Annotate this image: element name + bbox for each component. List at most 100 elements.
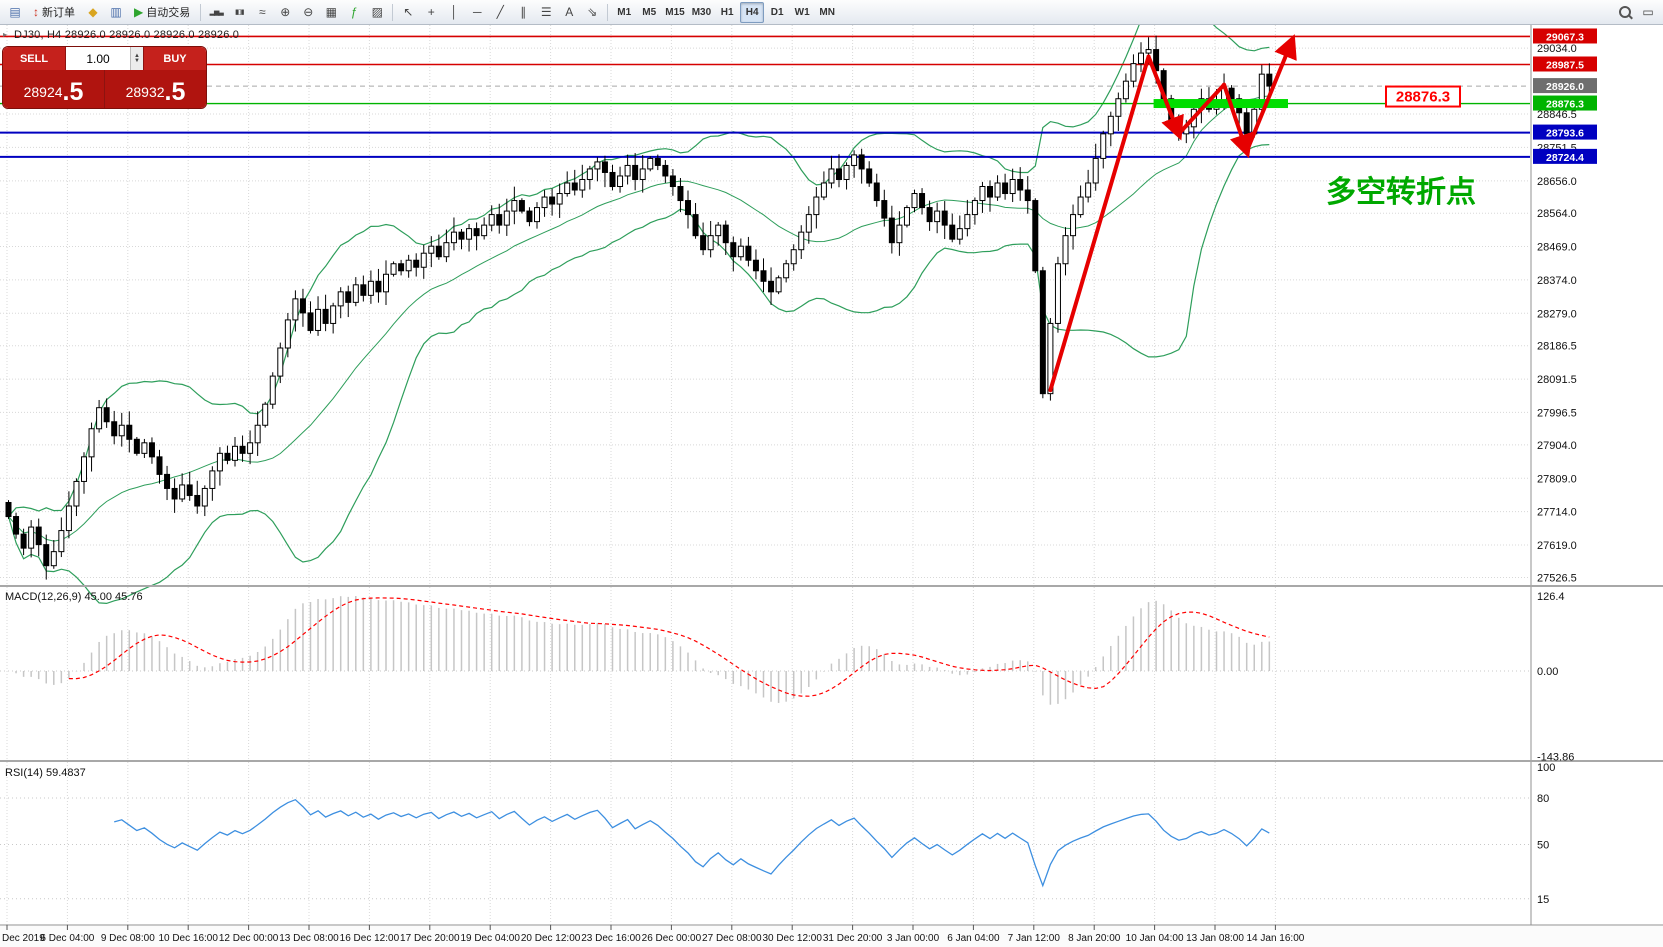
crosshair-icon: + xyxy=(427,5,435,19)
timeframe-mn-button[interactable]: MN xyxy=(815,2,839,23)
svg-text:12 Dec 00:00: 12 Dec 00:00 xyxy=(219,933,279,944)
zoom-in-icon: ⊕ xyxy=(280,5,291,19)
new-order-button[interactable]: ↕ 新订单 xyxy=(27,2,81,23)
timeframe-w1-button[interactable]: W1 xyxy=(790,2,814,23)
macd-signal-line xyxy=(68,597,1270,697)
sell-button[interactable]: SELL xyxy=(3,47,65,70)
svg-text:Dec 2019: Dec 2019 xyxy=(2,933,45,944)
svg-text:80: 80 xyxy=(1537,793,1549,805)
support-zone-rect[interactable] xyxy=(1153,99,1288,109)
market-watch-button[interactable]: ▥ xyxy=(105,2,127,23)
zoom-in-button[interactable]: ⊕ xyxy=(274,2,296,23)
trend-arrows[interactable] xyxy=(1048,34,1297,393)
templates-button[interactable]: ▨ xyxy=(366,2,388,23)
svg-text:27904.0: 27904.0 xyxy=(1537,440,1577,452)
grid xyxy=(0,25,1530,925)
svg-text:10 Jan 04:00: 10 Jan 04:00 xyxy=(1126,933,1184,944)
svg-text:28846.5: 28846.5 xyxy=(1537,109,1577,121)
tile-windows-button[interactable]: ▦ xyxy=(320,2,342,23)
bar-chart-icon: ▂▅▃ xyxy=(209,8,224,16)
line-chart-button[interactable]: ≈ xyxy=(251,2,273,23)
rsi-line xyxy=(114,798,1270,888)
svg-text:50: 50 xyxy=(1537,840,1549,852)
one-click-trading-panel: SELL ▲ ▼ BUY 28924.5 28932.5 xyxy=(2,46,207,109)
text-button[interactable]: A xyxy=(558,2,580,23)
zoom-out-icon: ⊖ xyxy=(303,5,314,19)
chart-window-button[interactable]: ▤ xyxy=(4,2,26,23)
cursor-icon: ↖ xyxy=(403,5,414,19)
autotrading-label: 自动交易 xyxy=(146,7,191,19)
svg-text:28926.0: 28926.0 xyxy=(1546,81,1584,93)
timeframe-m1-button[interactable]: M1 xyxy=(612,2,636,23)
timeframe-m15-button[interactable]: M15 xyxy=(662,2,687,23)
svg-text:6 Jan 04:00: 6 Jan 04:00 xyxy=(947,933,1000,944)
panel-separator[interactable] xyxy=(0,585,1663,587)
rsi-panel: RSI(14) 59.4837 100 80 50 15 xyxy=(0,762,1555,906)
data-window-button[interactable]: ▭ xyxy=(1637,2,1659,23)
svg-text:29067.3: 29067.3 xyxy=(1546,31,1584,43)
candlestick-chart-button[interactable]: ▮▯▮ xyxy=(228,2,250,23)
sell-price-big: .5 xyxy=(62,77,84,106)
timeframe-m5-button[interactable]: M5 xyxy=(637,2,661,23)
timeframe-m30-button[interactable]: M30 xyxy=(689,2,714,23)
indicators-icon: ƒ xyxy=(350,5,358,19)
crosshair-button[interactable]: + xyxy=(420,2,442,23)
svg-text:31 Dec 20:00: 31 Dec 20:00 xyxy=(823,933,883,944)
timeframe-h1-button[interactable]: H1 xyxy=(715,2,739,23)
text-icon: A xyxy=(565,5,574,19)
panel-separator[interactable] xyxy=(0,760,1663,762)
svg-text:10 Dec 16:00: 10 Dec 16:00 xyxy=(158,933,218,944)
svg-text:0.00: 0.00 xyxy=(1537,666,1558,678)
vertical-line-button[interactable]: │ xyxy=(443,2,465,23)
svg-text:27526.5: 27526.5 xyxy=(1537,572,1577,584)
svg-text:15: 15 xyxy=(1537,894,1549,906)
timeframe-d1-button[interactable]: D1 xyxy=(765,2,789,23)
annotation-text: 多空转折点 xyxy=(1326,176,1476,209)
volume-down-icon[interactable]: ▼ xyxy=(134,57,140,64)
cursor-button[interactable]: ↖ xyxy=(397,2,419,23)
arrow-tools-button[interactable]: ⇘ xyxy=(581,2,603,23)
buy-button[interactable]: BUY xyxy=(144,47,206,70)
buy-price[interactable]: 28932.5 xyxy=(104,70,206,108)
sell-price[interactable]: 28924.5 xyxy=(3,70,104,108)
market-watch-icon: ▥ xyxy=(110,5,122,19)
bar-chart-button[interactable]: ▂▅▃ xyxy=(205,2,227,23)
sell-price-main: 28924 xyxy=(23,84,63,100)
horizontal-line-button[interactable]: ─ xyxy=(466,2,488,23)
zoom-out-button[interactable]: ⊖ xyxy=(297,2,319,23)
svg-text:27809.0: 27809.0 xyxy=(1537,473,1577,485)
svg-text:23 Dec 16:00: 23 Dec 16:00 xyxy=(581,933,641,944)
price-axis[interactable]: 29034.028846.528751.528656.028564.028469… xyxy=(1533,28,1597,584)
toolbar-separator xyxy=(392,3,394,21)
volume-control: ▲ ▼ xyxy=(65,47,144,70)
metaeditor-button[interactable]: ◆ xyxy=(82,2,104,23)
svg-text:17 Dec 20:00: 17 Dec 20:00 xyxy=(400,933,460,944)
indicators-button[interactable]: ƒ xyxy=(343,2,365,23)
timeframe-h4-button[interactable]: H4 xyxy=(740,1,765,23)
autotrading-icon: ▶ xyxy=(134,5,144,19)
svg-text:14 Jan 16:00: 14 Jan 16:00 xyxy=(1246,933,1304,944)
svg-text:126.4: 126.4 xyxy=(1537,591,1565,603)
autotrading-button[interactable]: ▶ 自动交易 xyxy=(128,2,196,23)
search-button[interactable] xyxy=(1614,2,1636,23)
channel-button[interactable]: ∥ xyxy=(512,2,534,23)
symbol-info: DJ30, H4 28926.0 28926.0 28926.0 28926.0 xyxy=(14,29,240,41)
new-order-label: 新订单 xyxy=(42,7,75,19)
svg-text:28656.0: 28656.0 xyxy=(1537,176,1577,188)
price-callout[interactable]: 28876.3 xyxy=(1385,85,1461,108)
toolbar-separator xyxy=(607,3,609,21)
trendline-icon: ╱ xyxy=(496,5,504,19)
buy-price-big: .5 xyxy=(164,77,186,106)
svg-text:30 Dec 12:00: 30 Dec 12:00 xyxy=(762,933,822,944)
svg-text:28876.3: 28876.3 xyxy=(1396,89,1450,106)
fibonacci-button[interactable]: ☰ xyxy=(535,2,557,23)
one-click-toggle-icon[interactable]: ▸ xyxy=(3,30,8,39)
volume-up-icon[interactable]: ▲ xyxy=(134,52,140,59)
trendline-button[interactable]: ╱ xyxy=(489,2,511,23)
svg-text:27 Dec 08:00: 27 Dec 08:00 xyxy=(702,933,762,944)
volume-input[interactable] xyxy=(66,47,130,70)
svg-text:100: 100 xyxy=(1537,762,1555,774)
